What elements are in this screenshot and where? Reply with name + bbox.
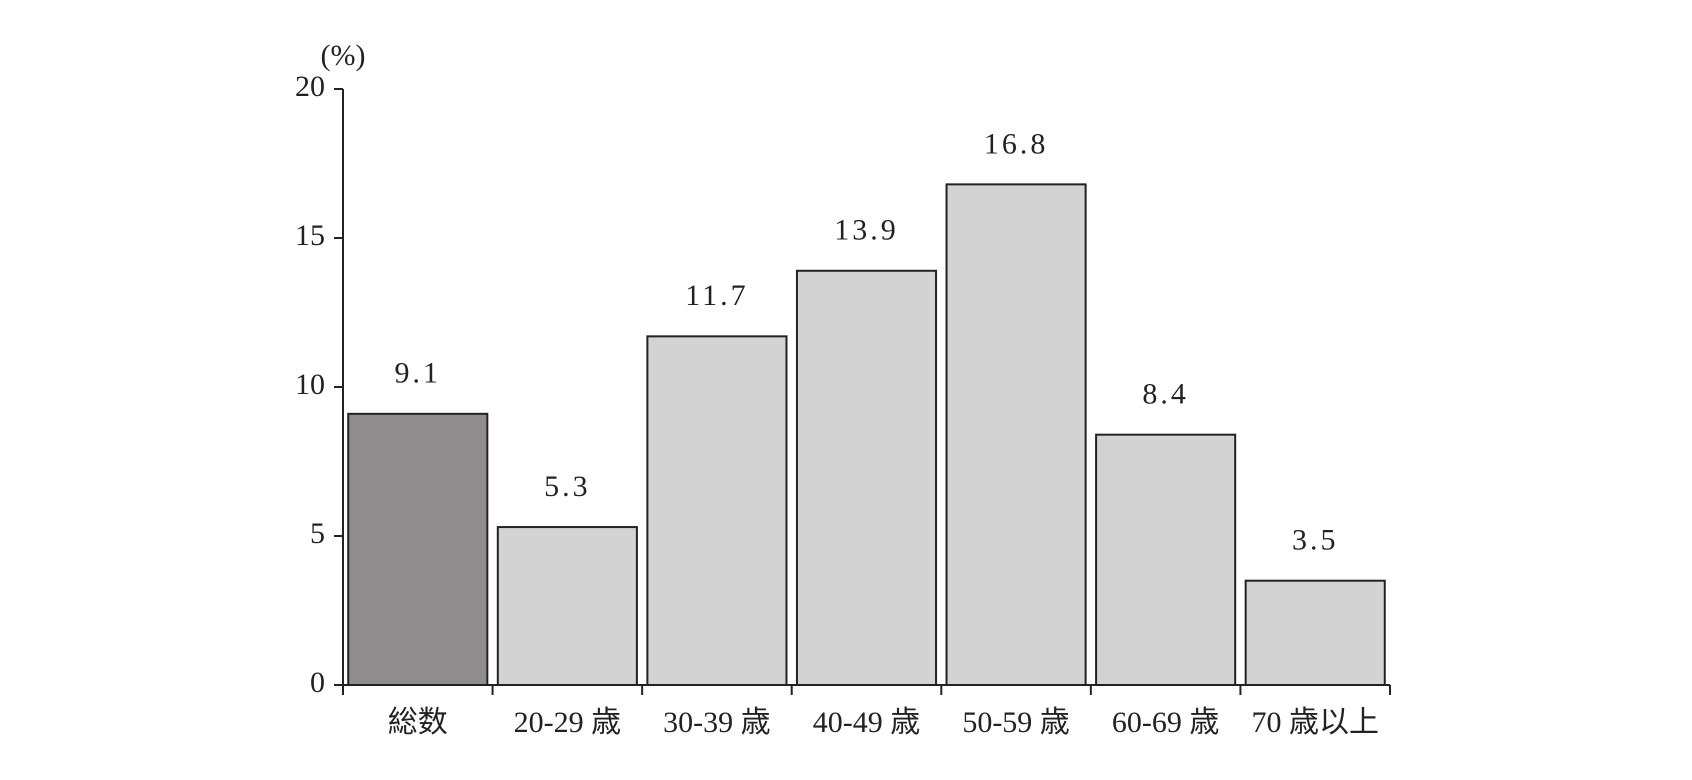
x-tick-label: 60-69 歳 [1112, 706, 1220, 739]
x-tick-label: 70 歳以上 [1251, 706, 1379, 739]
value-label: 11.7 [685, 279, 748, 312]
value-label: 9.1 [395, 357, 442, 390]
y-tick-label: 0 [310, 666, 325, 699]
value-label: 13.9 [834, 214, 899, 247]
y-tick-label: 15 [295, 219, 325, 252]
bar [945, 183, 1087, 687]
y-tick-label: 5 [310, 517, 325, 550]
value-label: 8.4 [1142, 378, 1189, 411]
value-label: 3.5 [1292, 524, 1339, 557]
bar [1095, 433, 1237, 686]
x-tick-label: 20-29 歳 [514, 706, 622, 739]
bar [496, 526, 638, 686]
y-axis-label: (%) [321, 39, 366, 72]
x-tick-label: 総数 [388, 706, 448, 739]
x-tick-label: 50-59 歳 [962, 706, 1070, 739]
y-tick-label: 10 [295, 368, 325, 401]
y-tick-label: 20 [295, 70, 325, 103]
bar [646, 335, 788, 686]
bar [1244, 579, 1386, 687]
bar [347, 412, 489, 686]
bar [795, 269, 938, 686]
x-tick-label: 40-49 歳 [813, 706, 921, 739]
value-label: 5.3 [544, 470, 591, 503]
value-label: 16.8 [984, 127, 1049, 160]
x-tick-label: 30-39 歳 [663, 706, 771, 739]
